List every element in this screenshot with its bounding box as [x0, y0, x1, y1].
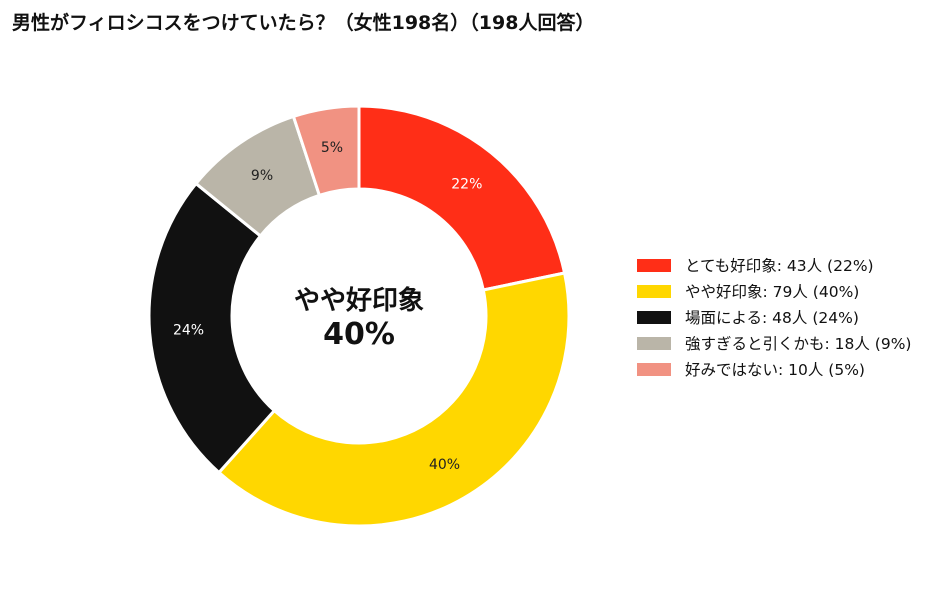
slice-label-2: 40%	[429, 457, 460, 473]
slice-2	[217, 271, 571, 528]
legend-label: とても好印象: 43人 (22%)	[685, 257, 874, 275]
legend-item-3: 場面による: 48人 (24%)	[637, 304, 911, 330]
center-category-label: やや好印象	[294, 285, 424, 316]
slice-label-4: 9%	[251, 168, 273, 184]
legend-label: 好みではない: 10人 (5%)	[685, 361, 865, 379]
slice-5	[291, 104, 361, 197]
legend-label: 場面による: 48人 (24%)	[685, 309, 859, 327]
slice-3	[147, 182, 276, 475]
slice-labels: 22% 40% 24% 9% 5%	[173, 140, 482, 473]
slice-label-3: 24%	[173, 323, 204, 339]
legend-label: 強すぎると引くかも: 18人 (9%)	[685, 335, 912, 353]
slice-label-5: 5%	[321, 140, 343, 156]
slice-1	[357, 104, 567, 292]
legend-item-1: とても好印象: 43人 (22%)	[637, 252, 911, 278]
chart-title: 男性がフィロシコスをつけていたら？（女性198名）（198人回答）	[12, 12, 595, 34]
legend-item-2: やや好印象: 79人 (40%)	[637, 278, 911, 304]
donut-slices	[147, 104, 571, 528]
legend-swatch	[637, 336, 671, 350]
legend-item-5: 好みではない: 10人 (5%)	[637, 356, 911, 382]
slice-label-1: 22%	[451, 176, 482, 192]
legend-swatch	[637, 362, 671, 376]
legend-item-4: 強すぎると引くかも: 18人 (9%)	[637, 330, 911, 356]
legend-swatch	[637, 258, 671, 272]
center-value-label: 40%	[323, 317, 395, 352]
legend-label: やや好印象: 79人 (40%)	[685, 283, 860, 301]
legend-swatch	[637, 310, 671, 324]
legend: とても好印象: 43人 (22%) やや好印象: 79人 (40%) 場面による: …	[637, 252, 911, 382]
legend-swatch	[637, 284, 671, 298]
